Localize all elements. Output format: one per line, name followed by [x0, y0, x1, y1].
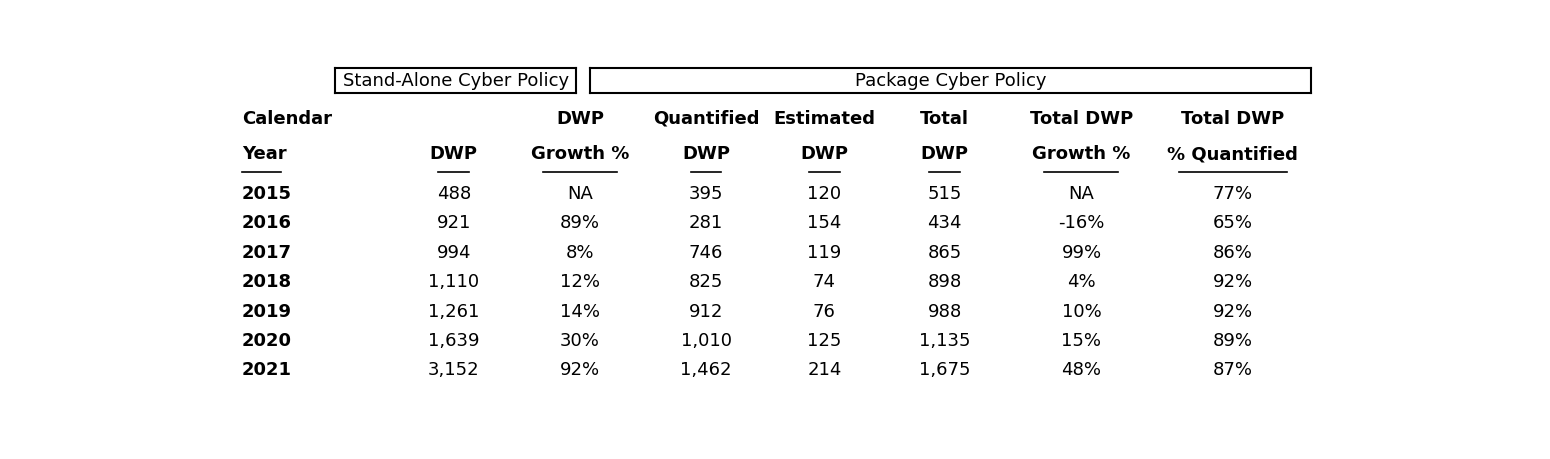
Text: 65%: 65% [1212, 214, 1252, 232]
Text: 92%: 92% [1212, 273, 1252, 291]
Text: 4%: 4% [1066, 273, 1096, 291]
Text: 86%: 86% [1214, 243, 1252, 261]
Text: 898: 898 [927, 273, 961, 291]
Text: 89%: 89% [1212, 331, 1252, 349]
Text: 8%: 8% [566, 243, 594, 261]
Text: 2020: 2020 [242, 331, 291, 349]
Text: 87%: 87% [1212, 361, 1252, 379]
Text: 1,110: 1,110 [428, 273, 479, 291]
Text: 14%: 14% [560, 302, 600, 320]
Text: 12%: 12% [560, 273, 600, 291]
Text: % Quantified: % Quantified [1167, 145, 1299, 163]
Text: 92%: 92% [1212, 302, 1252, 320]
Text: 281: 281 [688, 214, 724, 232]
Text: DWP: DWP [429, 145, 477, 163]
Text: NA: NA [1068, 185, 1094, 202]
Text: 154: 154 [808, 214, 842, 232]
Text: 395: 395 [688, 185, 724, 202]
Text: DWP: DWP [921, 145, 969, 163]
Text: 434: 434 [927, 214, 963, 232]
Text: 2015: 2015 [242, 185, 291, 202]
Text: Growth %: Growth % [530, 145, 629, 163]
Text: 48%: 48% [1062, 361, 1102, 379]
Text: 92%: 92% [560, 361, 600, 379]
Text: 77%: 77% [1212, 185, 1252, 202]
Text: 3,152: 3,152 [428, 361, 479, 379]
Text: DWP: DWP [556, 110, 604, 128]
Text: 921: 921 [437, 214, 471, 232]
Text: 2021: 2021 [242, 361, 291, 379]
Text: DWP: DWP [800, 145, 848, 163]
Text: 1,639: 1,639 [428, 331, 479, 349]
Text: 2019: 2019 [242, 302, 291, 320]
Text: Total DWP: Total DWP [1181, 110, 1285, 128]
Text: Growth %: Growth % [1032, 145, 1130, 163]
Text: 1,462: 1,462 [680, 361, 732, 379]
Text: Total: Total [921, 110, 969, 128]
Text: Stand-Alone Cyber Policy: Stand-Alone Cyber Policy [343, 72, 569, 90]
Text: 10%: 10% [1062, 302, 1102, 320]
Text: Quantified: Quantified [653, 110, 760, 128]
Text: 994: 994 [437, 243, 471, 261]
Text: 89%: 89% [560, 214, 600, 232]
Text: 515: 515 [927, 185, 961, 202]
Text: Package Cyber Policy: Package Cyber Policy [854, 72, 1046, 90]
Text: Calendar: Calendar [242, 110, 332, 128]
Text: 2016: 2016 [242, 214, 291, 232]
Text: 15%: 15% [1062, 331, 1102, 349]
Text: 119: 119 [808, 243, 842, 261]
Text: Total DWP: Total DWP [1029, 110, 1133, 128]
Text: Estimated: Estimated [773, 110, 876, 128]
Text: 30%: 30% [560, 331, 600, 349]
Text: 2017: 2017 [242, 243, 291, 261]
Text: DWP: DWP [682, 145, 730, 163]
Text: 1,675: 1,675 [919, 361, 970, 379]
Text: 99%: 99% [1062, 243, 1102, 261]
Text: NA: NA [567, 185, 594, 202]
Text: 125: 125 [808, 331, 842, 349]
Text: 1,010: 1,010 [680, 331, 732, 349]
Text: 825: 825 [688, 273, 724, 291]
Text: 74: 74 [812, 273, 835, 291]
Text: 76: 76 [812, 302, 835, 320]
Text: 865: 865 [927, 243, 961, 261]
Text: 214: 214 [808, 361, 842, 379]
Text: 2018: 2018 [242, 273, 291, 291]
Text: 912: 912 [688, 302, 724, 320]
Text: 1,135: 1,135 [919, 331, 970, 349]
Text: 988: 988 [927, 302, 961, 320]
Text: 488: 488 [437, 185, 471, 202]
Text: -16%: -16% [1059, 214, 1105, 232]
Text: Year: Year [242, 145, 287, 163]
Text: 1,261: 1,261 [428, 302, 479, 320]
Text: 746: 746 [688, 243, 724, 261]
Text: 120: 120 [808, 185, 842, 202]
